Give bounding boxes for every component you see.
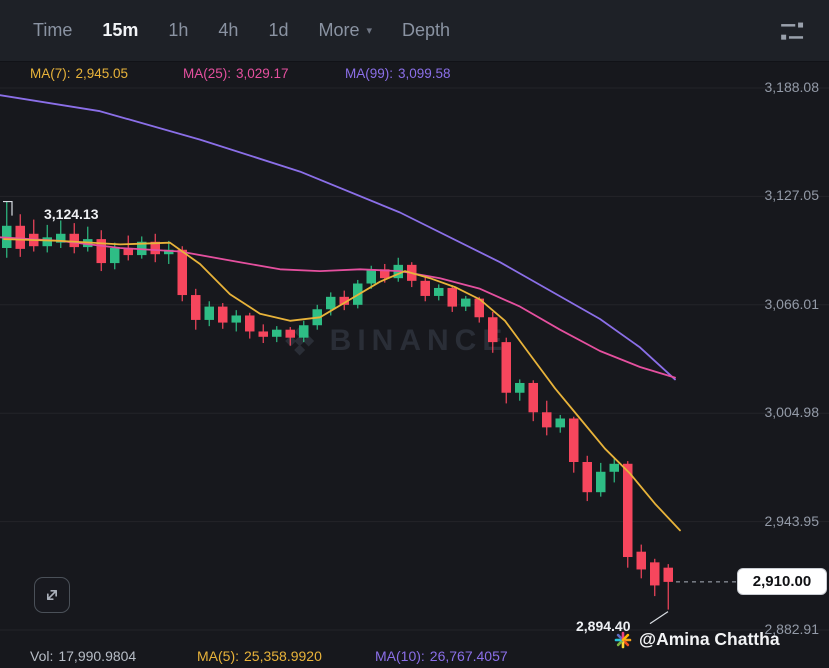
- price-axis-label: 2,882.91: [764, 621, 820, 637]
- tab-1d[interactable]: 1d: [268, 20, 288, 41]
- tab-4h[interactable]: 4h: [218, 20, 238, 41]
- ma-indicators: MA(7): 2,945.05 MA(25): 3,029.17 MA(99):…: [0, 66, 829, 84]
- volume-ma5-value: 25,358.9920: [244, 648, 322, 664]
- credit-handle: @Amina Chattha: [639, 629, 780, 649]
- tab-more[interactable]: More ▾: [318, 20, 372, 41]
- tab-time[interactable]: Time: [33, 20, 72, 41]
- ma7-value: 2,945.05: [75, 66, 129, 81]
- tab-depth[interactable]: Depth: [402, 20, 450, 41]
- binance-logo-icon: [285, 326, 315, 356]
- tab-label: Time: [33, 20, 73, 40]
- chart-settings-icon: [781, 22, 804, 40]
- last-price-badge[interactable]: 2,910.00: [737, 568, 827, 596]
- chart-toolbar: Time 15m 1h 4h 1d More ▾ Depth: [0, 0, 829, 62]
- volume-ma5-label: MA(5):: [197, 648, 239, 664]
- ma99-value: 3,099.58: [398, 66, 451, 81]
- volume-ma10: MA(10): 26,767.4057: [375, 648, 508, 664]
- tab-label: 1h: [168, 20, 189, 40]
- tab-15m[interactable]: 15m: [102, 20, 138, 41]
- ma99-indicator: MA(99): 3,099.58: [345, 66, 451, 81]
- ma7-indicator: MA(7): 2,945.05: [30, 66, 128, 81]
- tab-label: More: [318, 20, 360, 40]
- ma99-label: MA(99):: [345, 66, 394, 81]
- watermark-text: BINANCE: [329, 324, 509, 357]
- price-axis-label: 3,004.98: [764, 404, 820, 421]
- price-axis-label: 3,127.05: [764, 187, 820, 204]
- volume-value: Vol: 17,990.9804: [30, 648, 136, 664]
- chart-settings-button[interactable]: [775, 14, 809, 48]
- ma25-label: MA(25):: [183, 66, 232, 81]
- expand-button[interactable]: [34, 577, 70, 613]
- price-axis-label: 3,188.08: [764, 79, 820, 95]
- volume-ma5: MA(5): 25,358.9920: [197, 648, 322, 664]
- price-axis-label: 2,943.95: [764, 512, 820, 529]
- ma25-indicator: MA(25): 3,029.17: [183, 66, 289, 81]
- volume-label: Vol:: [30, 648, 54, 664]
- tab-label: 1d: [268, 20, 289, 40]
- chevron-down-icon: ▾: [366, 25, 373, 37]
- ma7-label: MA(7):: [30, 66, 71, 81]
- ma25-value: 3,029.17: [236, 66, 289, 81]
- tab-label: 4h: [218, 20, 239, 40]
- volume-indicators: Vol: 17,990.9804 MA(5): 25,358.9920 MA(1…: [0, 642, 829, 668]
- binance-watermark: BINANCE: [282, 323, 509, 359]
- tab-1h[interactable]: 1h: [168, 20, 188, 41]
- volume-ma10-value: 26,767.4057: [429, 648, 508, 664]
- flower-icon: [614, 631, 632, 648]
- high-price-marker: 3,124.13: [44, 205, 99, 222]
- tab-label: 15m: [102, 20, 139, 40]
- low-price-marker: 2,894.40: [576, 617, 631, 634]
- price-axis-label: 3,066.01: [764, 295, 820, 312]
- tab-label: Depth: [402, 20, 451, 40]
- volume-ma10-label: MA(10):: [375, 648, 425, 664]
- expand-icon: [47, 590, 58, 600]
- volume-number: 17,990.9804: [58, 648, 137, 664]
- watermark-credit: @Amina Chattha: [614, 629, 780, 650]
